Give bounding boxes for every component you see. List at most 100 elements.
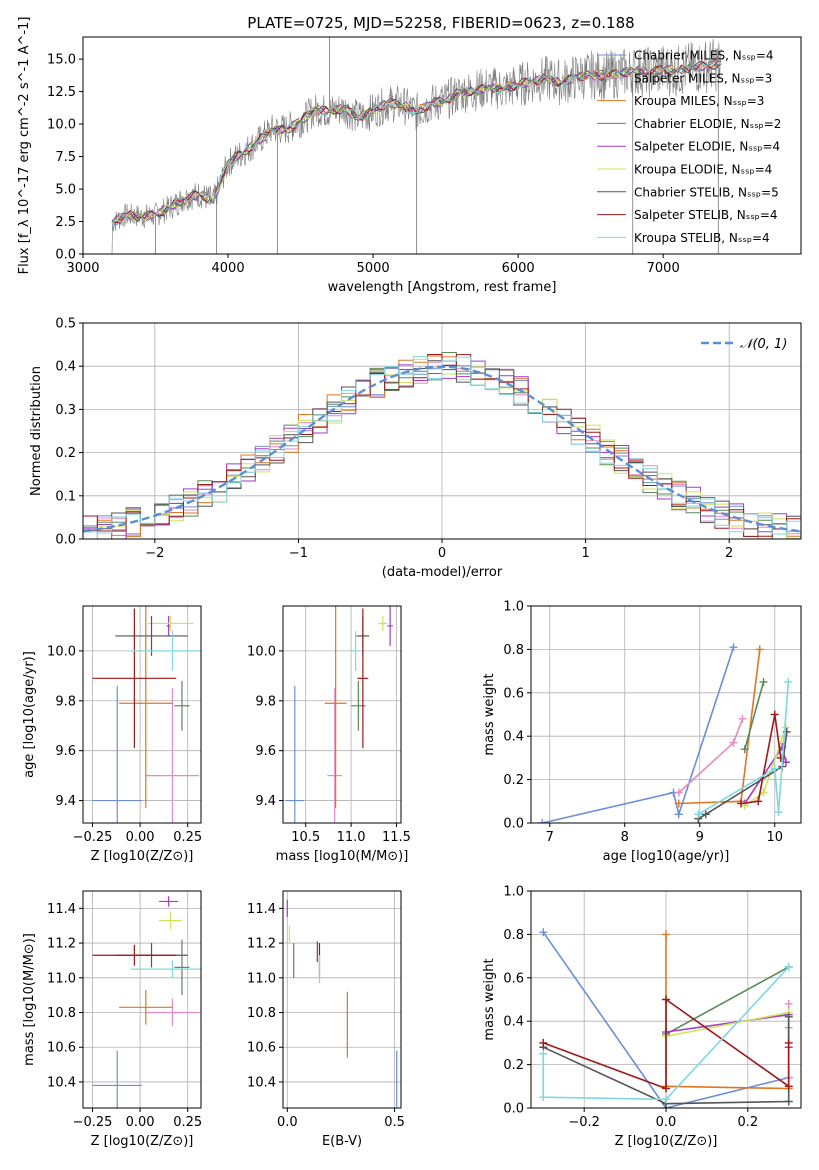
agemw-marker — [782, 723, 790, 732]
agemw-frame — [530, 605, 802, 824]
zage-axes: −0.25 0.00 0.25 9.4 9.6 9.8 10.0 Z [log10(Z/Z⊙)… — [22, 605, 202, 864]
agemw-marker — [755, 645, 764, 654]
agemw-xtick-label: 9 — [696, 830, 704, 845]
zmw-ytick-label: 1.0 — [503, 885, 524, 900]
hist-xtick-label: 2 — [725, 546, 733, 561]
massage-axes: 10.5 11.0 11.5 9.4 9.6 9.8 10.0 mass [log10(M/M… — [247, 605, 411, 864]
massage-xtick-label: 11.5 — [382, 830, 411, 845]
agemw-marker — [784, 677, 793, 686]
ebvmass-points — [286, 899, 398, 1108]
hist-ytick-label: 0.0 — [55, 533, 76, 548]
agemw-marker — [759, 677, 768, 686]
agemw-series-line — [740, 714, 782, 805]
agemw-marker — [770, 764, 779, 773]
massage-ytick-label: 9.4 — [255, 794, 276, 809]
agemw-ytick-label: 0.2 — [503, 773, 524, 788]
zmw-marker — [662, 995, 670, 1004]
legend-label: Salpeter STELIB, Nₛₛₚ=4 — [634, 208, 778, 222]
zmass-xtick-label: 0.00 — [126, 1115, 155, 1130]
zage-xtick-label: 0.00 — [126, 830, 155, 845]
agemw-marker — [774, 808, 783, 817]
zmw-series-line — [542, 966, 790, 1101]
agemw-series-line — [697, 681, 790, 815]
spectrum-ytick-label: 0.0 — [55, 248, 76, 263]
ebvmass-ytick-label: 10.6 — [247, 1041, 276, 1056]
zmw-ylabel: mass weight — [482, 958, 497, 1040]
ebvmass-ytick-label: 10.8 — [247, 1006, 276, 1021]
spectrum-ytick-label: 7.5 — [55, 150, 76, 165]
agemw-series-line — [744, 681, 765, 750]
spectrum-xtick-label: 7000 — [647, 261, 680, 276]
agemw-series-line — [678, 718, 744, 794]
zmw-marker — [539, 1093, 548, 1102]
zmw-ytick-label: 0.8 — [503, 928, 524, 943]
hist-ytick-label: 0.5 — [55, 317, 76, 332]
figure-title: PLATE=0725, MJD=52258, FIBERID=0623, z=0… — [247, 14, 634, 32]
model-spectrum-line — [111, 60, 722, 224]
legend-label: Kroupa ELODIE, Nₛₛₚ=4 — [634, 163, 772, 177]
hist-xlabel: (data-model)/error — [382, 565, 503, 580]
hist-ytick-label: 0.1 — [55, 489, 76, 504]
zage-xtick-label: 0.25 — [173, 830, 202, 845]
agemw-marker — [694, 810, 703, 819]
ebvmass-ytick-label: 11.4 — [247, 902, 276, 917]
zmw-marker — [784, 1038, 793, 1047]
hist-ytick-label: 0.4 — [55, 360, 76, 375]
spectrum-axes: Chabrier MILES, Nₛₛₚ=4 Salpeter MILES, Nₛ… — [17, 14, 802, 295]
agemw-marker — [538, 819, 547, 823]
zage-xlabel: Z [log10(Z/Z⊙)] — [91, 849, 194, 864]
hist-steps — [83, 352, 801, 539]
agemw-xtick-label: 10 — [766, 830, 783, 845]
agemw-marker — [770, 710, 779, 719]
agemw-marker — [737, 799, 745, 808]
hist-ylabel: Normed distribution — [29, 366, 44, 496]
zmw-axes: −0.2 0.0 0.2 0.0 0.2 0.4 0.6 0.8 1.0 Z [log10(Z/Z… — [482, 885, 802, 1149]
zmass-ytick-label: 11.0 — [47, 971, 76, 986]
zmw-series-line — [665, 1011, 789, 1038]
massage-ytick-label: 9.8 — [255, 694, 276, 709]
massage-ytick-label: 9.6 — [255, 744, 276, 759]
ebvmass-ytick-label: 11.2 — [247, 937, 276, 952]
zmw-lines — [539, 928, 793, 1108]
zmass-ytick-label: 10.6 — [47, 1041, 76, 1056]
agemw-marker — [729, 643, 738, 652]
agemw-series-line — [697, 731, 788, 820]
zmw-marker — [784, 999, 793, 1008]
agemw-marker — [674, 810, 683, 819]
zmass-ytick-label: 10.4 — [47, 1075, 76, 1090]
spectrum-ytick-label: 5.0 — [55, 183, 76, 198]
agemw-series-line — [542, 646, 735, 823]
legend-label: Chabrier MILES, Nₛₛₚ=4 — [634, 49, 774, 63]
agemw-marker — [729, 738, 738, 747]
agemw-marker — [776, 753, 785, 762]
massage-xtick-label: 11.0 — [337, 830, 366, 845]
zmw-xtick-label: 0.2 — [737, 1115, 758, 1130]
ebvmass-ytick-label: 11.0 — [247, 971, 276, 986]
agemw-marker — [738, 714, 747, 723]
spectrum-xlabel: wavelength [Angstrom, rest frame] — [328, 280, 557, 295]
zmass-xtick-label: 0.25 — [173, 1115, 202, 1130]
zage-ytick-label: 10.0 — [47, 644, 76, 659]
zmw-marker — [784, 1082, 793, 1091]
zmass-ytick-label: 10.8 — [47, 1006, 76, 1021]
zmw-marker — [662, 930, 670, 939]
zmw-marker — [662, 1084, 670, 1093]
hist-step-line — [83, 354, 801, 537]
hist-axes: 𝒩(0, 1) −2 −1 0 1 2 0.0 0.1 0.2 0.3 0.4 0.5 (data-mo… — [29, 317, 802, 580]
spectrum-xtick-label: 6000 — [502, 261, 535, 276]
zmass-axes: −0.25 0.00 0.25 10.4 10.6 10.8 11.0 11.2 11.4 Z [… — [22, 890, 202, 1149]
zmw-marker — [662, 1095, 670, 1104]
zmw-xtick-label: −0.2 — [568, 1115, 600, 1130]
zmass-ylabel: mass [log10(M/M⊙)] — [22, 933, 37, 1066]
hist-step-line — [83, 356, 801, 535]
agemw-ytick-label: 0.8 — [503, 643, 524, 658]
zmw-series-line — [665, 966, 790, 1035]
massage-xlabel: mass [log10(M/M⊙)] — [276, 849, 409, 864]
massage-xtick-label: 10.5 — [291, 830, 320, 845]
ebvmass-xtick-label: 0.0 — [277, 1115, 298, 1130]
spectrum-ytick-label: 12.5 — [47, 85, 76, 100]
hist-xtick-label: −2 — [145, 546, 164, 561]
hist-xtick-label: 1 — [581, 546, 589, 561]
agemw-marker — [674, 788, 683, 797]
